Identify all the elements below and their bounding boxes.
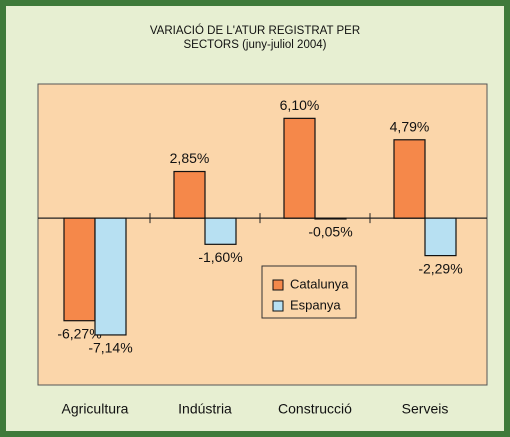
legend-swatch (272, 300, 284, 312)
bar (424, 217, 457, 257)
value-label: 2,85% (170, 150, 210, 166)
bar (314, 217, 347, 220)
value-label: -0,05% (308, 224, 352, 240)
bar (94, 217, 127, 336)
bar (283, 117, 316, 219)
bar (173, 170, 206, 219)
value-label: -7,14% (88, 340, 132, 356)
value-label: 6,10% (280, 97, 320, 113)
x-tick-label: Indústria (178, 401, 232, 417)
legend-label: Catalunya (290, 276, 349, 291)
x-tick-label: Agricultura (62, 401, 129, 417)
bar (63, 217, 96, 322)
value-label: -1,60% (198, 249, 242, 265)
bar (393, 139, 426, 219)
value-label: -2,29% (418, 260, 462, 276)
chart-title: VARIACIÓ DE L'ATUR REGISTRAT PER (150, 24, 360, 37)
x-tick-label: Serveis (402, 401, 449, 417)
value-label: 4,79% (390, 118, 430, 134)
chart-title: SECTORS (juny-juliol 2004) (184, 39, 327, 51)
bar (204, 217, 237, 245)
legend-swatch (272, 279, 284, 291)
value-label: -6,27% (57, 325, 101, 341)
x-tick-label: Construcció (278, 401, 352, 417)
legend-label: Espanya (290, 297, 341, 312)
